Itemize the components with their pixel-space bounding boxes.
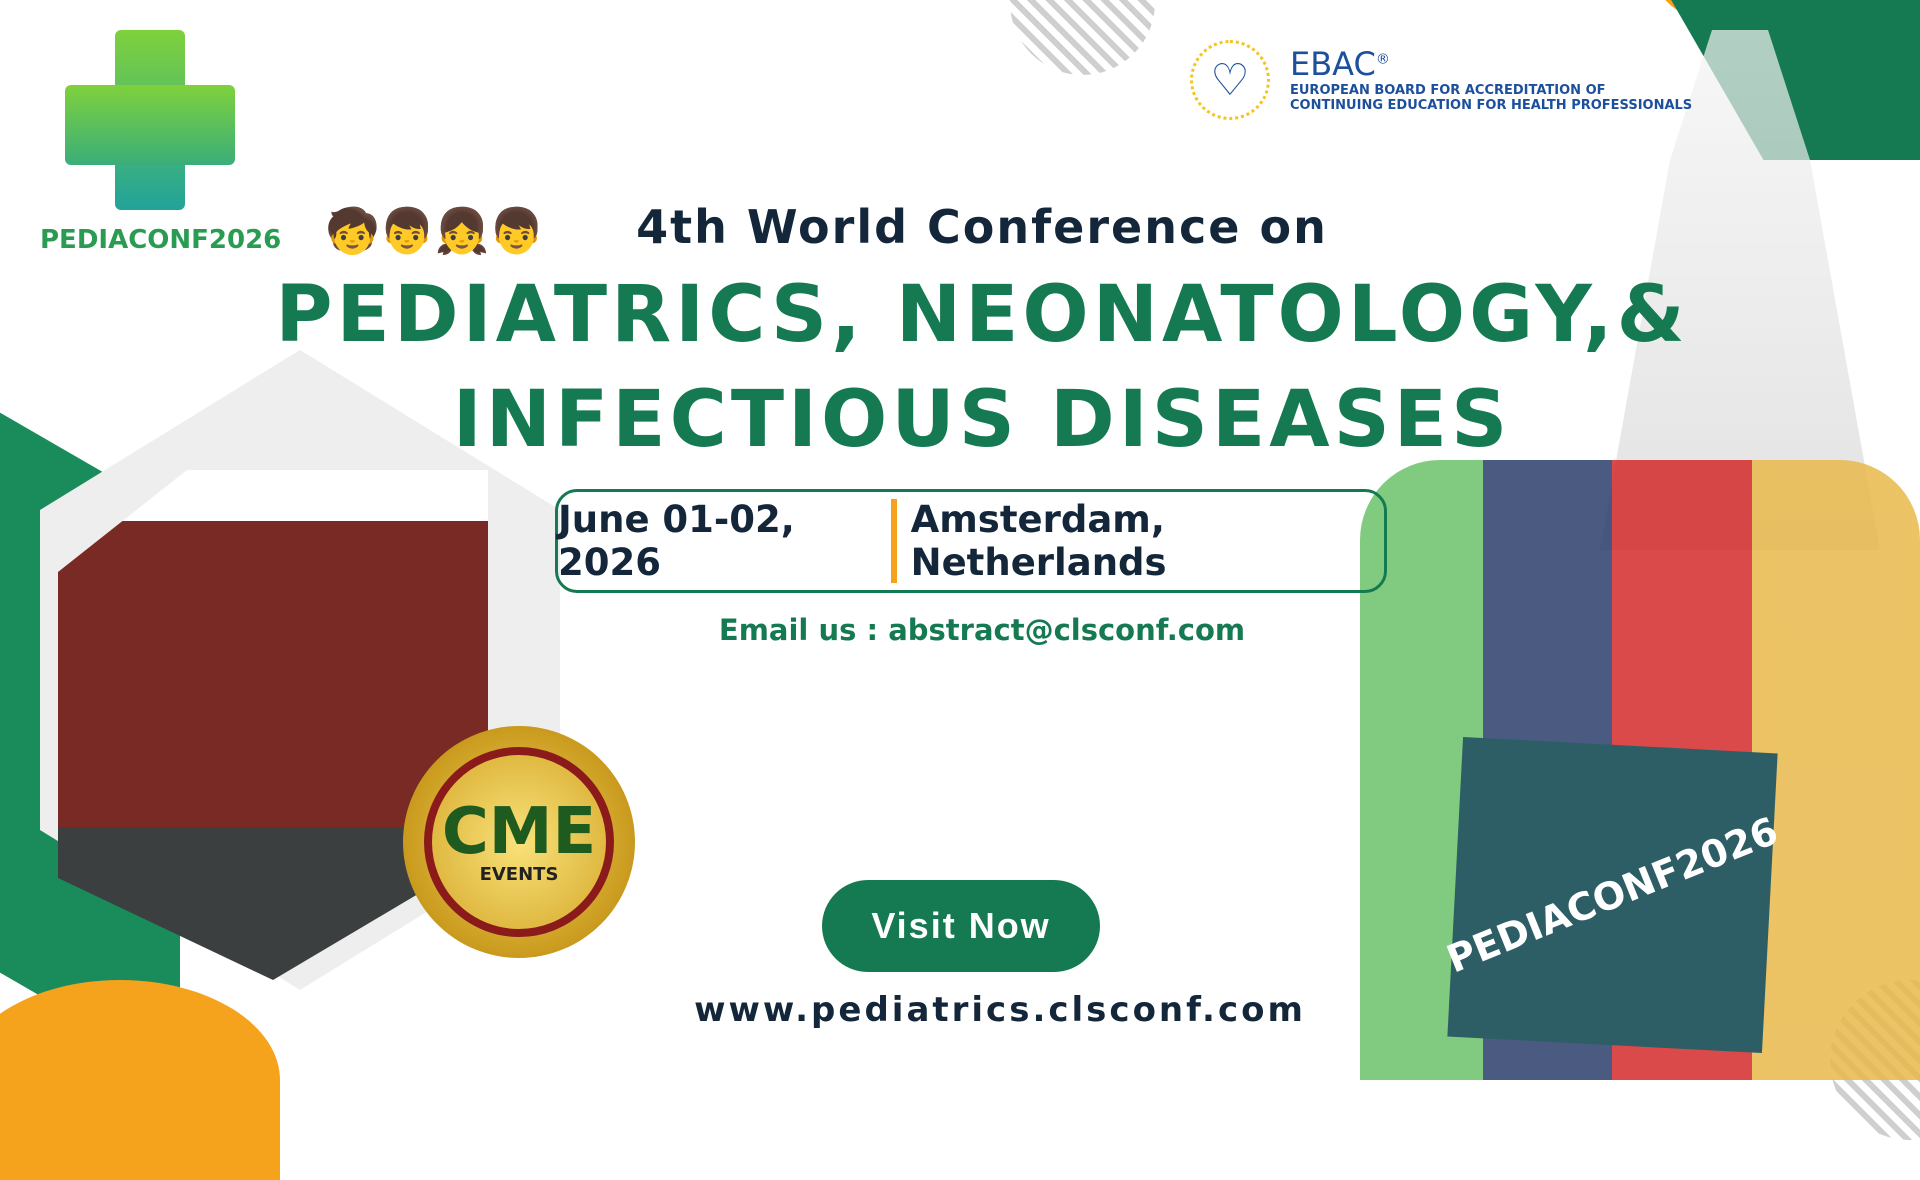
divider [891, 499, 897, 583]
chalkboard-text: PEDIACONF2026 [1440, 808, 1785, 982]
striped-circle-decoration [1010, 0, 1155, 75]
ebac-name: EBAC [1290, 45, 1376, 83]
cme-badge: CME EVENTS [403, 726, 635, 958]
ebac-heart-icon: ♡ [1190, 40, 1270, 120]
website-link[interactable]: www.pediatrics.clsconf.com [694, 990, 1306, 1030]
title-line-1: PEDIATRICS, NEONATOLOGY,& [275, 270, 1689, 360]
event-date: June 01-02, 2026 [558, 498, 795, 584]
logo-text: PEDIACONF2026 [40, 225, 282, 255]
event-info-box: June 01-02, 2026 Amsterdam, Netherlands [555, 489, 1387, 593]
pediaconf-logo: PEDIACONF2026 [30, 25, 281, 255]
ebac-line2: CONTINUING EDUCATION FOR HEALTH PROFESSI… [1290, 98, 1693, 113]
ebac-logo-text: EBAC® EUROPEAN BOARD FOR ACCREDITATION O… [1290, 45, 1692, 113]
email-link[interactable]: abstract@clsconf.com [888, 613, 1246, 647]
title-line-2: INFECTIOUS DISEASES [452, 375, 1512, 465]
title-prefix: 4th World Conference on [636, 200, 1328, 254]
medical-cross-icon [65, 30, 265, 210]
cartoon-kids-icon: 🧒👦👧👦 [325, 206, 545, 257]
badge-title: CME [441, 794, 597, 869]
badge-subtitle: EVENTS [479, 863, 559, 885]
event-location: Amsterdam, Netherlands [910, 498, 1167, 584]
email-line: Email us : abstract@clsconf.com [0, 613, 1920, 647]
visit-now-button[interactable]: Visit Now [822, 880, 1100, 972]
email-label: Email us : [718, 613, 879, 647]
ebac-line1: EUROPEAN BOARD FOR ACCREDITATION OF [1290, 83, 1606, 98]
registered-mark: ® [1375, 51, 1390, 68]
